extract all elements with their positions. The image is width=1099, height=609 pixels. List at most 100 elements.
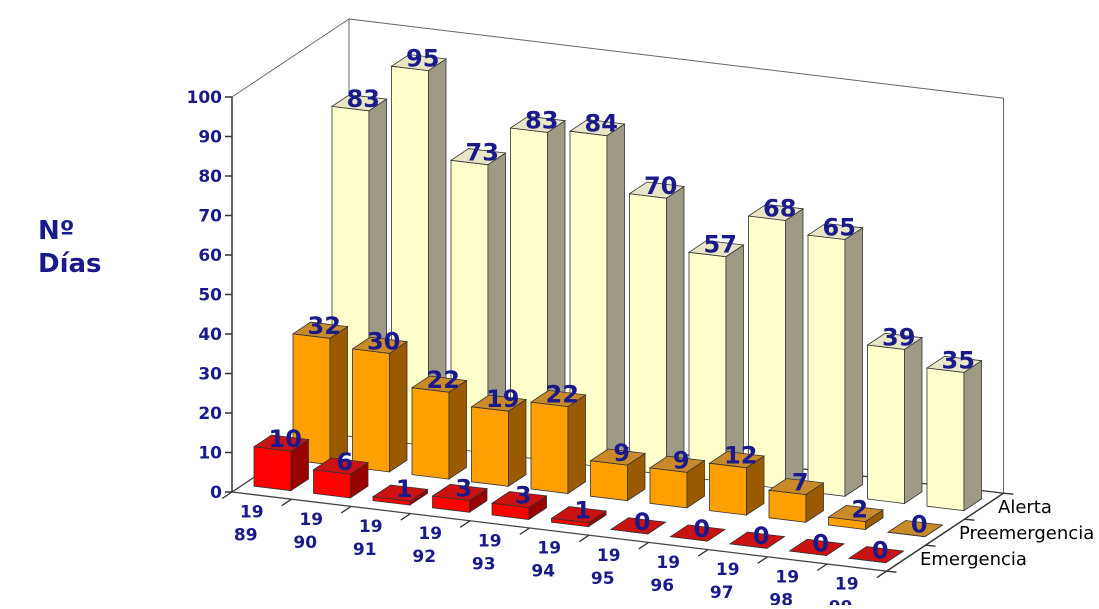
x-tick (281, 498, 292, 507)
data-label: 73 (466, 139, 499, 167)
bar-front (709, 462, 747, 516)
bar (351, 336, 409, 473)
bar (529, 389, 587, 495)
bar-top (747, 203, 805, 221)
bar-top (490, 491, 548, 509)
x-tick-label: 19 91 (353, 517, 383, 560)
bar (490, 491, 548, 521)
x-tick (876, 570, 887, 579)
y-tick-label: 20 (198, 404, 222, 424)
series-label: Preemergencia (959, 523, 1094, 544)
bar-side (329, 325, 348, 466)
data-label: 68 (763, 194, 796, 222)
bar-top (431, 483, 489, 501)
data-label: 57 (704, 231, 737, 259)
data-label: 0 (812, 529, 829, 557)
x-tick (221, 491, 233, 500)
bar (410, 375, 468, 480)
bar-top (568, 119, 626, 137)
bar-top (291, 321, 349, 339)
bar-top (330, 94, 388, 112)
x-tick-label: 19 94 (531, 539, 561, 582)
bar-top (669, 524, 727, 542)
data-label: 6 (336, 448, 353, 476)
series-axis: Alerta Preemergencia Emergencia (886, 492, 1094, 573)
bar-top (609, 517, 667, 535)
bar-side (448, 379, 467, 480)
x-tick-label: 19 92 (412, 524, 442, 567)
series-label: Alerta (998, 497, 1052, 518)
x-tick-label: 19 90 (293, 510, 323, 553)
bar-top (252, 434, 310, 452)
x-tick-label: 19 96 (650, 553, 680, 596)
y-axis-label-line-1: Nº (38, 216, 75, 246)
y-axis-label-line-2: Días (38, 248, 102, 279)
data-label: 7 (792, 469, 809, 497)
bar (252, 434, 310, 492)
data-label: 1 (574, 497, 591, 525)
x-tick (697, 549, 709, 557)
bar-top (866, 332, 924, 350)
bar-top (410, 375, 468, 393)
y-axis-label: Nº Días (38, 215, 102, 280)
bar-top (628, 181, 686, 199)
bar (806, 222, 864, 498)
bar (788, 538, 846, 556)
data-label: 9 (673, 446, 690, 474)
x-tick-label: 19 98 (769, 567, 799, 605)
y-tick-label: 30 (198, 365, 222, 385)
data-label: 12 (724, 442, 757, 470)
y-tick-label: 50 (198, 286, 222, 306)
bar-top (529, 389, 587, 408)
bar (827, 504, 885, 531)
data-label: 84 (585, 110, 618, 138)
bar (509, 115, 567, 462)
bar-top (847, 546, 905, 564)
data-label: 0 (753, 522, 770, 550)
bar (291, 321, 349, 466)
data-label: 22 (546, 381, 579, 409)
x-tick-label: 19 93 (472, 531, 502, 574)
bar-top (509, 115, 567, 133)
series-tick (1003, 492, 1014, 495)
data-label: 3 (455, 474, 472, 502)
data-label: 3 (515, 482, 532, 510)
bar-front (926, 367, 965, 512)
bar-side (388, 340, 408, 473)
series-tick (964, 518, 975, 521)
bar-side (904, 336, 923, 505)
bar-side (606, 123, 625, 469)
bar-top (371, 484, 429, 502)
x-tick (400, 513, 411, 521)
bar-side (844, 227, 863, 498)
x-tick (757, 556, 768, 564)
y-tick-label: 90 (198, 128, 222, 148)
bar-side (963, 359, 982, 512)
bar (550, 506, 608, 528)
data-label: 0 (911, 511, 928, 539)
data-label: 35 (942, 346, 975, 374)
data-label: 0 (693, 515, 710, 543)
y-tick-label: 70 (198, 207, 222, 227)
bar-top (788, 538, 846, 556)
data-label: 9 (613, 439, 630, 467)
data-label: 70 (644, 172, 677, 200)
bar-top (449, 148, 507, 166)
data-label: 83 (525, 106, 558, 134)
x-tick (519, 527, 530, 536)
bar (589, 448, 647, 502)
bar-top (390, 54, 448, 72)
bar-front (629, 193, 667, 476)
data-label: 22 (427, 366, 460, 394)
bar-front (867, 344, 905, 504)
data-label: 65 (823, 213, 856, 241)
bar (648, 455, 706, 509)
bar (767, 478, 825, 524)
bar-top (550, 506, 608, 524)
y-tick-label: 60 (198, 246, 222, 266)
bar-top (708, 451, 766, 469)
bar-top (827, 504, 885, 523)
bar-front (352, 348, 390, 473)
